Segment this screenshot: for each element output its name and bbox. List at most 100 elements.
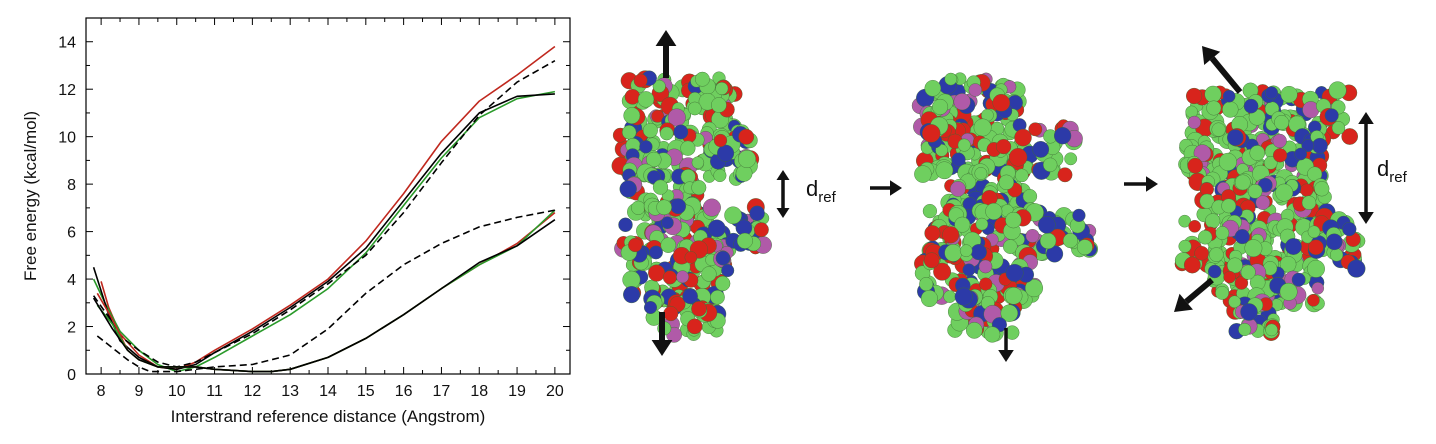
atom-sphere xyxy=(1307,293,1320,307)
y-tick-label: 2 xyxy=(67,320,76,337)
atom-sphere xyxy=(738,149,757,168)
atom-sphere xyxy=(1057,167,1073,183)
atom-sphere xyxy=(1331,121,1346,135)
atom-sphere xyxy=(648,264,666,282)
atom-sphere xyxy=(1234,229,1250,245)
x-tick-label: 8 xyxy=(97,383,106,400)
atom-sphere xyxy=(1215,285,1230,300)
atom-sphere xyxy=(682,288,698,305)
atom-sphere xyxy=(957,138,971,152)
atom-sphere xyxy=(659,126,674,141)
dna-molecule-2 xyxy=(911,72,1099,343)
x-tick-label: 20 xyxy=(546,383,564,400)
atom-sphere xyxy=(1008,148,1028,167)
atom-sphere xyxy=(1255,195,1271,210)
atom-sphere xyxy=(1187,157,1203,174)
atom-sphere xyxy=(673,124,689,140)
atom-sphere xyxy=(637,91,655,108)
atom-sphere xyxy=(691,300,707,317)
atom-sphere xyxy=(942,226,960,244)
atom-sphere xyxy=(1005,287,1023,305)
atom-sphere xyxy=(973,118,992,137)
x-axis-label: Interstrand reference distance (Angstrom… xyxy=(171,407,486,426)
atom-sphere xyxy=(1042,157,1058,173)
arrow-head xyxy=(1146,176,1158,192)
atom-sphere xyxy=(639,140,653,154)
y-tick-label: 8 xyxy=(67,177,76,194)
atom-sphere xyxy=(1342,222,1357,237)
atom-sphere xyxy=(914,165,932,183)
x-tick-label: 17 xyxy=(433,383,451,400)
atom-sphere xyxy=(1194,245,1209,261)
atom-sphere xyxy=(656,199,672,216)
atom-sphere xyxy=(978,259,993,274)
x-tick-label: 15 xyxy=(357,383,375,400)
atom-sphere xyxy=(631,200,646,215)
y-tick-label: 0 xyxy=(67,367,76,384)
atom-sphere xyxy=(950,180,966,197)
atom-sphere xyxy=(1053,127,1072,145)
atom-sphere xyxy=(1005,263,1024,282)
atom-sphere xyxy=(1039,232,1057,250)
atom-sphere xyxy=(951,152,966,167)
atom-sphere xyxy=(1015,168,1029,183)
atom-sphere xyxy=(954,287,973,306)
atom-sphere xyxy=(652,179,669,195)
x-tick-label: 16 xyxy=(395,383,413,400)
atom-sphere xyxy=(1185,87,1203,105)
atom-sphere xyxy=(633,73,648,88)
atom-sphere xyxy=(924,225,941,242)
atom-sphere xyxy=(686,318,703,335)
atom-sphere xyxy=(1211,122,1226,137)
x-tick-label: 9 xyxy=(134,383,143,400)
atom-sphere xyxy=(713,168,727,182)
atom-sphere xyxy=(1072,208,1086,223)
atom-sphere xyxy=(624,89,641,105)
x-tick-label: 18 xyxy=(470,383,488,400)
atom-sphere xyxy=(1221,198,1237,214)
y-tick-label: 4 xyxy=(67,272,76,289)
atom-sphere xyxy=(754,222,769,238)
atom-sphere xyxy=(1341,128,1358,145)
atom-sphere xyxy=(1024,279,1043,298)
atom-sphere xyxy=(1275,183,1294,202)
atom-sphere xyxy=(1209,247,1224,262)
atom-sphere xyxy=(959,244,973,257)
atom-sphere xyxy=(1206,100,1222,116)
atom-sphere xyxy=(984,326,1001,343)
arrow-shaft xyxy=(1184,277,1214,304)
atom-sphere xyxy=(623,107,641,125)
atom-sphere xyxy=(1207,264,1222,279)
atom-sphere xyxy=(1003,239,1018,254)
atom-sphere xyxy=(1301,139,1315,153)
atom-sphere xyxy=(661,216,674,229)
atom-sphere xyxy=(622,270,641,289)
atom-sphere xyxy=(1014,128,1032,147)
atom-sphere xyxy=(670,198,686,215)
atom-sphere xyxy=(922,124,941,143)
atom-sphere xyxy=(995,139,1012,155)
atom-sphere xyxy=(1240,303,1258,321)
atom-sphere xyxy=(1178,239,1192,253)
atom-sphere xyxy=(646,151,662,168)
atom-sphere xyxy=(1178,214,1191,228)
atom-sphere xyxy=(1307,225,1321,239)
atom-sphere xyxy=(933,262,951,281)
series-line-5 xyxy=(96,211,556,373)
y-tick-label: 10 xyxy=(58,130,76,147)
plot-frame xyxy=(85,17,571,375)
dref-label-1: dref xyxy=(806,176,837,206)
arrow-head xyxy=(890,180,902,196)
atom-sphere xyxy=(953,93,971,111)
atom-sphere xyxy=(1274,114,1290,130)
atom-sphere xyxy=(736,232,753,249)
atom-sphere xyxy=(738,128,755,145)
dna-molecule-illustrations xyxy=(611,30,1374,362)
atom-sphere xyxy=(979,277,993,291)
atom-sphere xyxy=(1347,259,1366,278)
atom-sphere xyxy=(1204,85,1222,103)
y-axis: 0 2 4 6 8 10 12 14 xyxy=(58,35,570,384)
atom-sphere xyxy=(954,216,971,233)
arrow-head xyxy=(1174,293,1193,312)
atom-sphere xyxy=(660,237,677,253)
